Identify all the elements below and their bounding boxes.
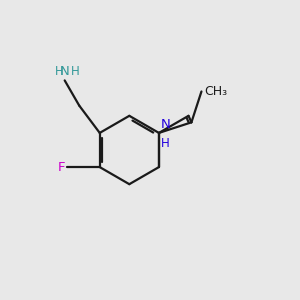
Text: H: H [54,65,63,78]
Text: H: H [70,65,80,78]
Text: CH₃: CH₃ [204,85,227,98]
Text: H: H [160,137,169,150]
Text: N: N [160,118,170,131]
Text: N: N [60,65,70,78]
Text: F: F [57,160,65,174]
